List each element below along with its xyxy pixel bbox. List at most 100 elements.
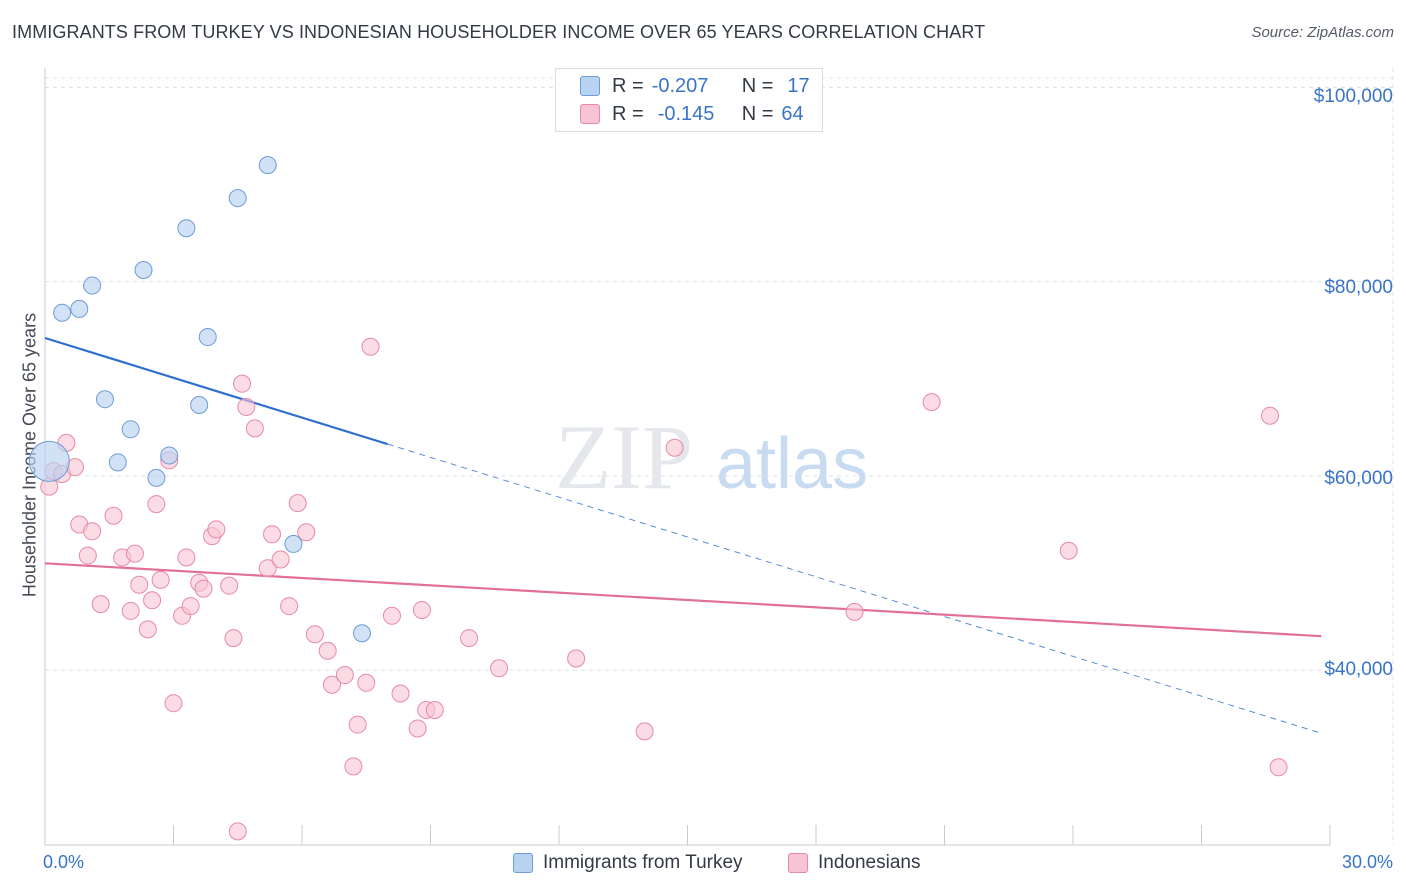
bottom-legend-label: Immigrants from Turkey [543, 852, 743, 873]
point-indonesians [151, 570, 170, 589]
n-label: N = [741, 74, 774, 97]
legend-swatch-pink [580, 104, 600, 124]
point-indonesians [138, 620, 157, 639]
point-turkey [147, 468, 166, 487]
point-turkey [83, 276, 102, 295]
trend-line-turkey [44, 336, 388, 446]
point-turkey [95, 390, 114, 409]
r-label: R = [612, 102, 644, 125]
bottom-legend-swatch-blue [513, 853, 533, 873]
data-points [28, 156, 1288, 841]
point-indonesians [391, 684, 410, 703]
point-turkey [28, 440, 70, 482]
point-indonesians [635, 722, 654, 741]
point-indonesians [121, 601, 140, 620]
watermark-zip: ZIP [555, 406, 693, 508]
point-indonesians [245, 419, 264, 438]
point-indonesians [104, 506, 123, 525]
n-value: 17 [787, 74, 810, 97]
bottom-legend-swatch-pink [788, 853, 808, 873]
point-indonesians [361, 337, 380, 356]
point-indonesians [344, 757, 363, 776]
x-tick-label-max: 30.0% [1341, 852, 1393, 872]
trend-lines [44, 336, 1322, 734]
watermark: ZIP atlas [555, 406, 868, 508]
point-indonesians [425, 700, 444, 719]
point-indonesians [348, 715, 367, 734]
y-tick-label-100000: $100,000 [1313, 86, 1393, 107]
point-indonesians [1269, 758, 1288, 777]
x-tick-label-min: 0.0% [43, 852, 85, 872]
correlation-legend: R = -0.207 N = 17 R = -0.145 N = 64 [555, 68, 823, 132]
point-turkey [53, 303, 72, 322]
bottom-legend-turkey: Immigrants from Turkey [513, 852, 743, 874]
point-indonesians [177, 548, 196, 567]
bottom-legend-indonesians: Indonesians [788, 852, 920, 874]
y-tick-label-40000: $40,000 [1324, 659, 1393, 680]
point-indonesians [194, 579, 213, 598]
point-indonesians [280, 597, 299, 616]
point-indonesians [408, 719, 427, 738]
point-indonesians [263, 525, 282, 544]
source-label: Source: ZipAtlas.com [1251, 24, 1394, 41]
point-indonesians [258, 559, 277, 578]
bottom-legend-label: Indonesians [818, 852, 921, 873]
y-tick-label-80000: $80,000 [1324, 277, 1393, 298]
point-indonesians [220, 576, 239, 595]
point-indonesians [237, 397, 256, 416]
point-indonesians [922, 393, 941, 412]
axes [44, 68, 1331, 846]
watermark-atlas: atlas [716, 424, 868, 504]
point-indonesians [233, 374, 252, 393]
point-indonesians [665, 438, 684, 457]
point-indonesians [125, 544, 144, 563]
legend-row-turkey: R = -0.207 N = 17 [580, 73, 810, 99]
point-indonesians [207, 520, 226, 539]
point-indonesians [224, 629, 243, 648]
point-indonesians [228, 822, 247, 841]
point-indonesians [382, 606, 401, 625]
point-turkey [228, 189, 247, 208]
point-indonesians [1261, 406, 1280, 425]
r-value: -0.145 [657, 102, 715, 125]
r-label: R = [612, 74, 644, 97]
point-turkey [134, 261, 153, 280]
point-indonesians [271, 550, 290, 569]
point-indonesians [490, 659, 509, 678]
chart-title: IMMIGRANTS FROM TURKEY VS INDONESIAN HOU… [12, 22, 986, 42]
point-indonesians [567, 649, 586, 668]
r-value: -0.207 [651, 74, 709, 97]
n-label: N = [741, 102, 774, 125]
point-indonesians [83, 522, 102, 541]
point-indonesians [181, 597, 200, 616]
point-indonesians [1059, 541, 1078, 560]
point-turkey [121, 420, 140, 439]
point-turkey [352, 624, 371, 643]
point-turkey [198, 328, 217, 347]
point-indonesians [78, 546, 97, 565]
point-turkey [70, 299, 89, 318]
point-indonesians [147, 495, 166, 514]
y-tick-label-60000: $60,000 [1324, 468, 1393, 489]
point-indonesians [130, 575, 149, 594]
point-turkey [160, 446, 179, 465]
point-indonesians [305, 625, 324, 644]
point-indonesians [845, 602, 864, 621]
point-indonesians [357, 673, 376, 692]
trend-line-indonesians [44, 562, 1322, 638]
point-indonesians [297, 523, 316, 542]
point-indonesians [164, 694, 183, 713]
point-indonesians [91, 595, 110, 614]
legend-row-indonesians: R = -0.145 N = 64 [580, 101, 804, 127]
n-value: 64 [781, 102, 804, 125]
point-indonesians [143, 591, 162, 610]
point-turkey [177, 219, 196, 238]
point-turkey [258, 156, 277, 175]
trend-line-turkey-extension [387, 443, 1322, 734]
point-indonesians [335, 666, 354, 685]
point-indonesians [288, 494, 307, 513]
legend-swatch-blue [580, 76, 600, 96]
point-turkey [190, 396, 209, 415]
point-turkey [284, 534, 303, 553]
